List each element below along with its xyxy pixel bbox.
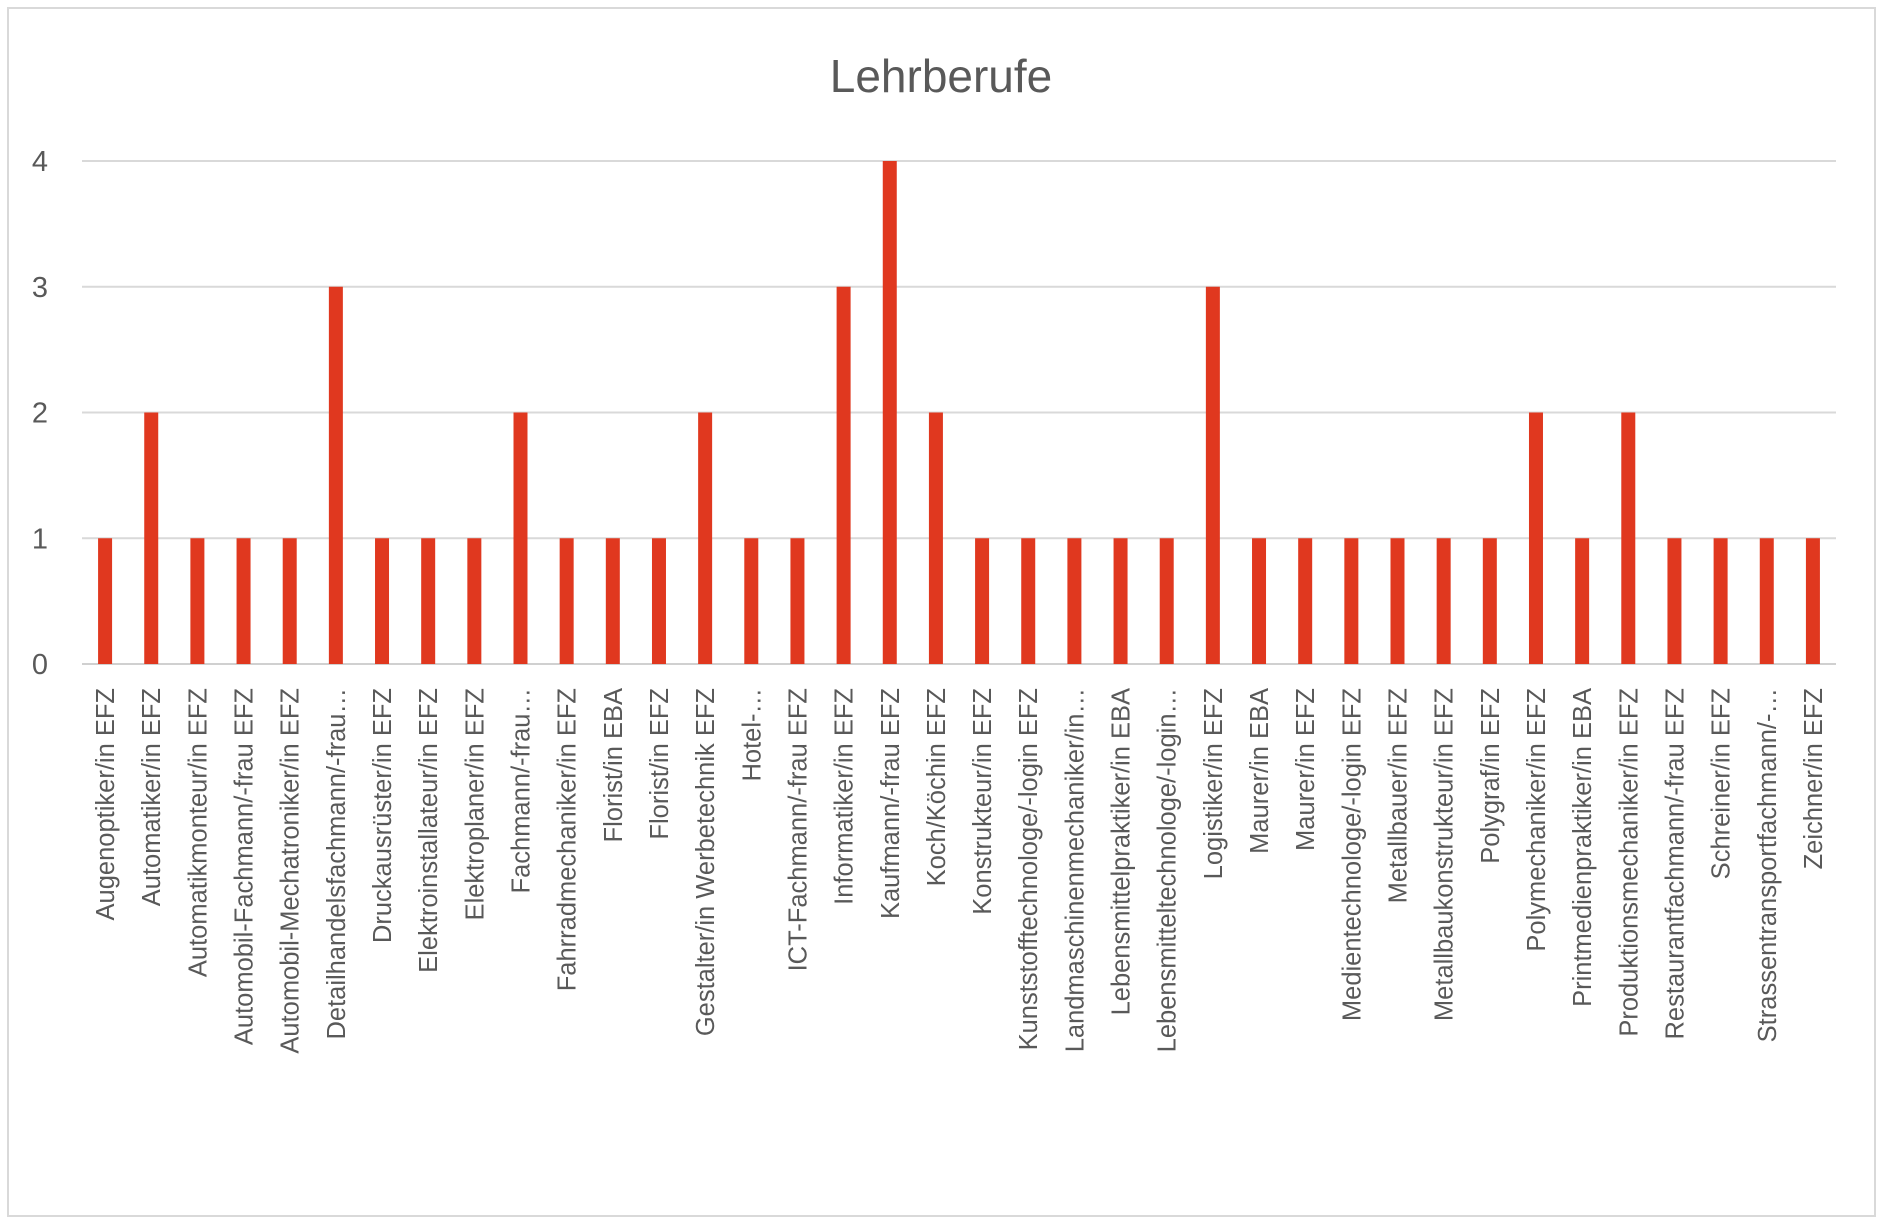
bar — [421, 538, 436, 664]
bar — [1067, 538, 1082, 664]
x-tick-label: Informatiker/in EFZ — [831, 688, 859, 905]
x-tick-label: Schreiner/in EFZ — [1708, 688, 1736, 879]
bar — [190, 538, 205, 664]
bar — [1575, 538, 1590, 664]
bar — [1021, 538, 1036, 664]
bar — [559, 538, 574, 664]
x-tick-label: Polygraf/in EFZ — [1477, 688, 1505, 864]
x-tick-label: Elektroinstallateur/in EFZ — [415, 688, 443, 973]
x-tick-label: Druckausrüster/in EFZ — [369, 688, 397, 943]
x-tick-label: Metallbaukonstrukteur/in EFZ — [1431, 688, 1459, 1021]
x-tick-label: Strassentransportfachmann/-… — [1754, 688, 1782, 1042]
bar — [1482, 538, 1497, 664]
x-tick-label: Augenoptiker/in EFZ — [92, 688, 120, 920]
bar — [98, 538, 113, 664]
x-tick-label: Zeichner/in EFZ — [1800, 688, 1828, 869]
x-tick-label: Detailhandelsfachmann/-frau… — [323, 688, 351, 1040]
bar — [975, 538, 990, 664]
x-tick-label: Lebensmittelpraktiker/in EBA — [1108, 688, 1136, 1015]
bar — [1159, 538, 1174, 664]
x-tick-label: Kaufmann/-frau EFZ — [877, 688, 905, 919]
x-tick-label: Konstrukteur/in EFZ — [969, 688, 997, 915]
x-tick-label: Produktionsmechaniker/in EFZ — [1615, 688, 1643, 1037]
bar — [928, 412, 943, 664]
bar — [1252, 538, 1267, 664]
x-tick-label: Gestalter/in Werbetechnik EFZ — [692, 688, 720, 1036]
bar — [790, 538, 805, 664]
bar — [744, 538, 759, 664]
bar — [698, 412, 713, 664]
x-tick-label: Lebensmitteltechnologe/-login… — [1154, 688, 1182, 1052]
bar — [1436, 538, 1451, 664]
x-tick-label: Restaurantfachmann/-frau EFZ — [1661, 688, 1689, 1039]
bar — [605, 538, 620, 664]
x-tick-label: Florist/in EFZ — [646, 688, 674, 840]
y-tick-label: 1 — [32, 523, 48, 555]
bar — [1667, 538, 1682, 664]
x-tick-label: Elektroplaner/in EFZ — [461, 688, 489, 920]
bar — [328, 286, 343, 664]
bar — [1528, 412, 1543, 664]
bar — [836, 286, 851, 664]
x-tick-label: Printmedienpraktiker/in EBA — [1569, 688, 1597, 1007]
x-tick-label: Metallbauer/in EFZ — [1385, 688, 1413, 903]
chart-frame — [7, 7, 1876, 1217]
gridlines — [82, 160, 1836, 665]
bar — [1390, 538, 1405, 664]
bar — [513, 412, 528, 664]
x-tick-label: Florist/in EBA — [600, 688, 628, 842]
bar — [236, 538, 251, 664]
chart-title: Lehrberufe — [830, 50, 1053, 102]
x-tick-label: Medientechnologe/-login EFZ — [1338, 688, 1366, 1021]
bar — [1805, 538, 1820, 664]
x-tick-label: ICT-Fachmann/-frau EFZ — [784, 688, 812, 971]
bar — [1713, 538, 1728, 664]
x-tick-label: Fahrradmechaniker/in EFZ — [554, 688, 582, 991]
bar — [1344, 538, 1359, 664]
bar — [282, 538, 297, 664]
x-tick-label: Kunststofftechnologe/-login EFZ — [1015, 688, 1043, 1050]
x-tick-label: Koch/Köchin EFZ — [923, 688, 951, 886]
x-tick-label: Automobil-Fachmann/-frau EFZ — [231, 688, 259, 1045]
bar — [375, 538, 390, 664]
y-tick-label: 4 — [32, 146, 48, 178]
bar — [882, 161, 897, 664]
bar — [1621, 412, 1636, 664]
x-tick-label: Automobil-Mechatroniker/in EFZ — [277, 688, 305, 1054]
x-tick-label: Maurer/in EBA — [1246, 688, 1274, 854]
y-tick-label: 0 — [32, 649, 48, 681]
bar — [1298, 538, 1313, 664]
y-tick-label: 2 — [32, 398, 48, 430]
bar — [467, 538, 482, 664]
x-tick-label: Hotel-… — [738, 688, 766, 782]
bar — [651, 538, 666, 664]
x-tick-label: Maurer/in EFZ — [1292, 688, 1320, 851]
bar — [144, 412, 159, 664]
x-tick-label: Fachmann/-frau… — [508, 688, 536, 894]
bars — [98, 161, 1820, 664]
x-axis: Augenoptiker/in EFZ Automatiker/in EFZ Aut… — [92, 688, 1828, 1054]
x-tick-label: Automatiker/in EFZ — [138, 688, 166, 906]
bar — [1205, 286, 1220, 664]
x-tick-label: Logistiker/in EFZ — [1200, 688, 1228, 879]
bar — [1113, 538, 1128, 664]
bar — [1759, 538, 1774, 664]
y-axis: 0 1 2 3 4 — [32, 146, 48, 681]
y-tick-label: 3 — [32, 272, 48, 304]
x-tick-label: Polymechaniker/in EFZ — [1523, 688, 1551, 952]
x-tick-label: Automatikmonteur/in EFZ — [184, 688, 212, 977]
x-tick-label: Landmaschinenmechaniker/in… — [1061, 688, 1089, 1052]
